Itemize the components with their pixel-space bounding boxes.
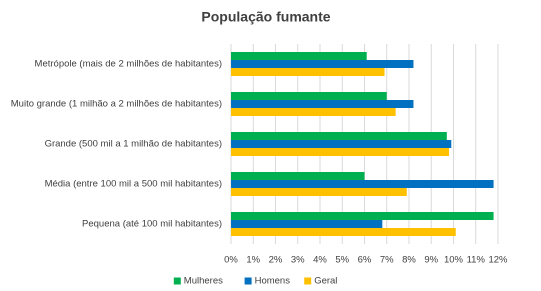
legend-swatch bbox=[173, 277, 181, 285]
legend-label: Mulheres bbox=[184, 276, 223, 287]
y-tick-label: Média (entre 100 mil a 500 mil habitante… bbox=[45, 179, 222, 190]
y-tick-label: Muito grande (1 milhão a 2 milhões de ha… bbox=[11, 99, 222, 110]
bar bbox=[231, 132, 447, 140]
bar bbox=[231, 228, 456, 236]
x-tick-label: 8% bbox=[402, 255, 416, 266]
x-tick-label: 9% bbox=[424, 255, 438, 266]
bar bbox=[231, 60, 414, 68]
bar bbox=[231, 172, 365, 180]
bar bbox=[231, 212, 494, 220]
x-tick-label: 5% bbox=[335, 255, 349, 266]
chart-title: População fumante bbox=[201, 9, 330, 25]
x-tick-label: 0% bbox=[224, 255, 238, 266]
x-tick-label: 10% bbox=[444, 255, 464, 266]
y-tick-label: Metrópole (mais de 2 milhões de habitant… bbox=[35, 59, 222, 70]
bar bbox=[231, 140, 452, 148]
legend-swatch bbox=[244, 277, 252, 285]
y-tick-label: Grande (500 mil a 1 milhão de habitantes… bbox=[45, 139, 222, 150]
bar bbox=[231, 148, 450, 156]
legend-label: Homens bbox=[255, 276, 291, 287]
x-tick-label: 4% bbox=[313, 255, 327, 266]
bar bbox=[231, 220, 383, 228]
x-tick-label: 7% bbox=[380, 255, 394, 266]
x-tick-label: 6% bbox=[358, 255, 372, 266]
x-tick-label: 11% bbox=[467, 255, 486, 266]
x-tick-label: 3% bbox=[291, 255, 305, 266]
bar bbox=[231, 100, 414, 108]
bar bbox=[231, 108, 396, 116]
bar bbox=[231, 92, 387, 100]
bar bbox=[231, 52, 367, 60]
bar bbox=[231, 68, 385, 76]
x-tick-label: 2% bbox=[269, 255, 283, 266]
bar bbox=[231, 180, 494, 188]
x-tick-label: 12% bbox=[488, 255, 508, 266]
legend-label: Geral bbox=[314, 276, 337, 287]
y-tick-label: Pequena (até 100 mil habitantes) bbox=[82, 219, 222, 230]
x-tick-label: 1% bbox=[246, 255, 260, 266]
bar bbox=[231, 188, 407, 196]
legend-swatch bbox=[304, 277, 312, 285]
